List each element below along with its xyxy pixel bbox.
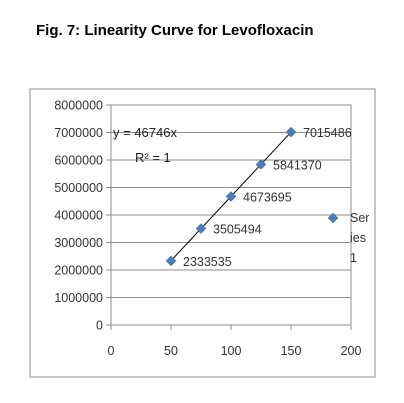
data-point: [225, 191, 237, 202]
y-tick-label: 7000000: [54, 126, 103, 140]
x-tick-label: 100: [221, 344, 242, 358]
y-tick-label: 5000000: [54, 181, 103, 195]
data-points: [165, 126, 297, 267]
data-point: [165, 255, 177, 267]
data-point: [195, 223, 207, 234]
legend-label: 1: [350, 251, 357, 265]
x-tick-label: 50: [164, 344, 178, 358]
legend-label: Ser: [350, 211, 369, 225]
y-axis-ticks: 0 1000000 2000000 3000000 4000000 5000000 6000…: [54, 99, 111, 333]
x-tick-label: 150: [281, 344, 302, 358]
y-tick-label: 1000000: [54, 291, 103, 305]
trendline-r-squared: R² = 1: [135, 150, 171, 165]
figure-title: Fig. 7: Linearity Curve for Levofloxacin: [36, 22, 314, 39]
data-label: 5841370: [273, 158, 322, 172]
data-label: 3505494: [213, 223, 262, 237]
y-tick-label: 8000000: [54, 99, 103, 113]
x-tick-label: 200: [341, 344, 362, 358]
data-point: [255, 159, 267, 170]
data-label: 4673695: [243, 190, 292, 204]
data-label: 7015486: [303, 126, 352, 140]
y-tick-label: 2000000: [54, 264, 103, 278]
x-axis-ticks: 0 50 100 150 200: [108, 325, 362, 358]
legend-marker: [327, 212, 339, 224]
data-labels: 2333535 3505494 4673695 5841370 7015486: [183, 126, 352, 269]
x-tick-label: 0: [108, 344, 115, 358]
data-point: [285, 126, 297, 138]
data-label: 2333535: [183, 255, 232, 269]
legend-label: ies: [350, 231, 366, 245]
trendline-equation: y = 46746x: [113, 125, 177, 140]
legend: Ser ies 1: [327, 211, 369, 265]
y-tick-label: 3000000: [54, 236, 103, 250]
y-tick-label: 0: [96, 319, 103, 333]
y-tick-label: 6000000: [54, 154, 103, 168]
y-tick-label: 4000000: [54, 209, 103, 223]
